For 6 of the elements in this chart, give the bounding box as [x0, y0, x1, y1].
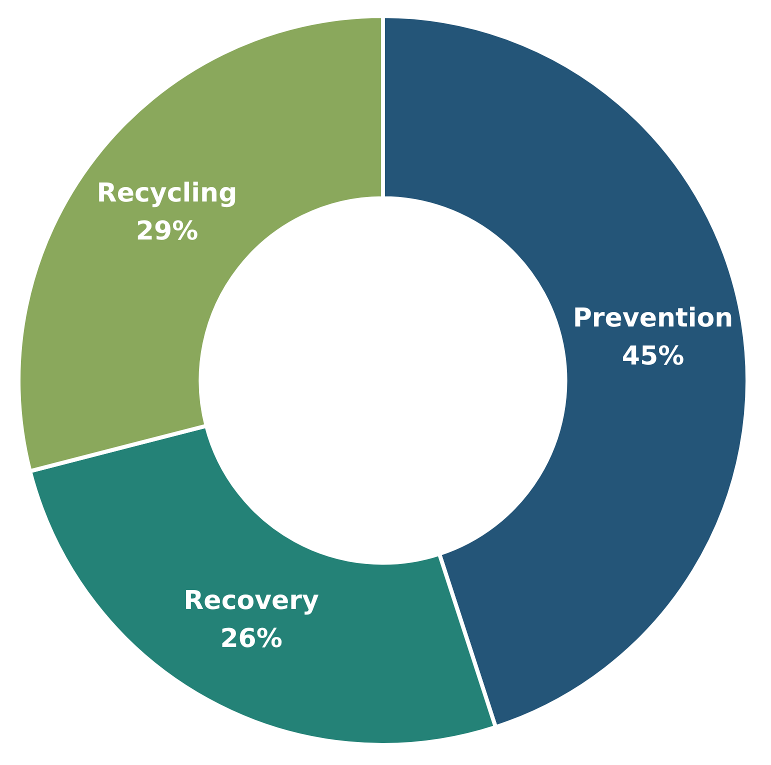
data-label: 26% [220, 624, 282, 654]
slice-label: Prevention [572, 303, 734, 334]
data-label: 45% [622, 341, 684, 372]
data-label: 29% [136, 216, 198, 247]
slice-label: Recycling [96, 178, 238, 209]
slice-label: Recovery [184, 586, 319, 616]
